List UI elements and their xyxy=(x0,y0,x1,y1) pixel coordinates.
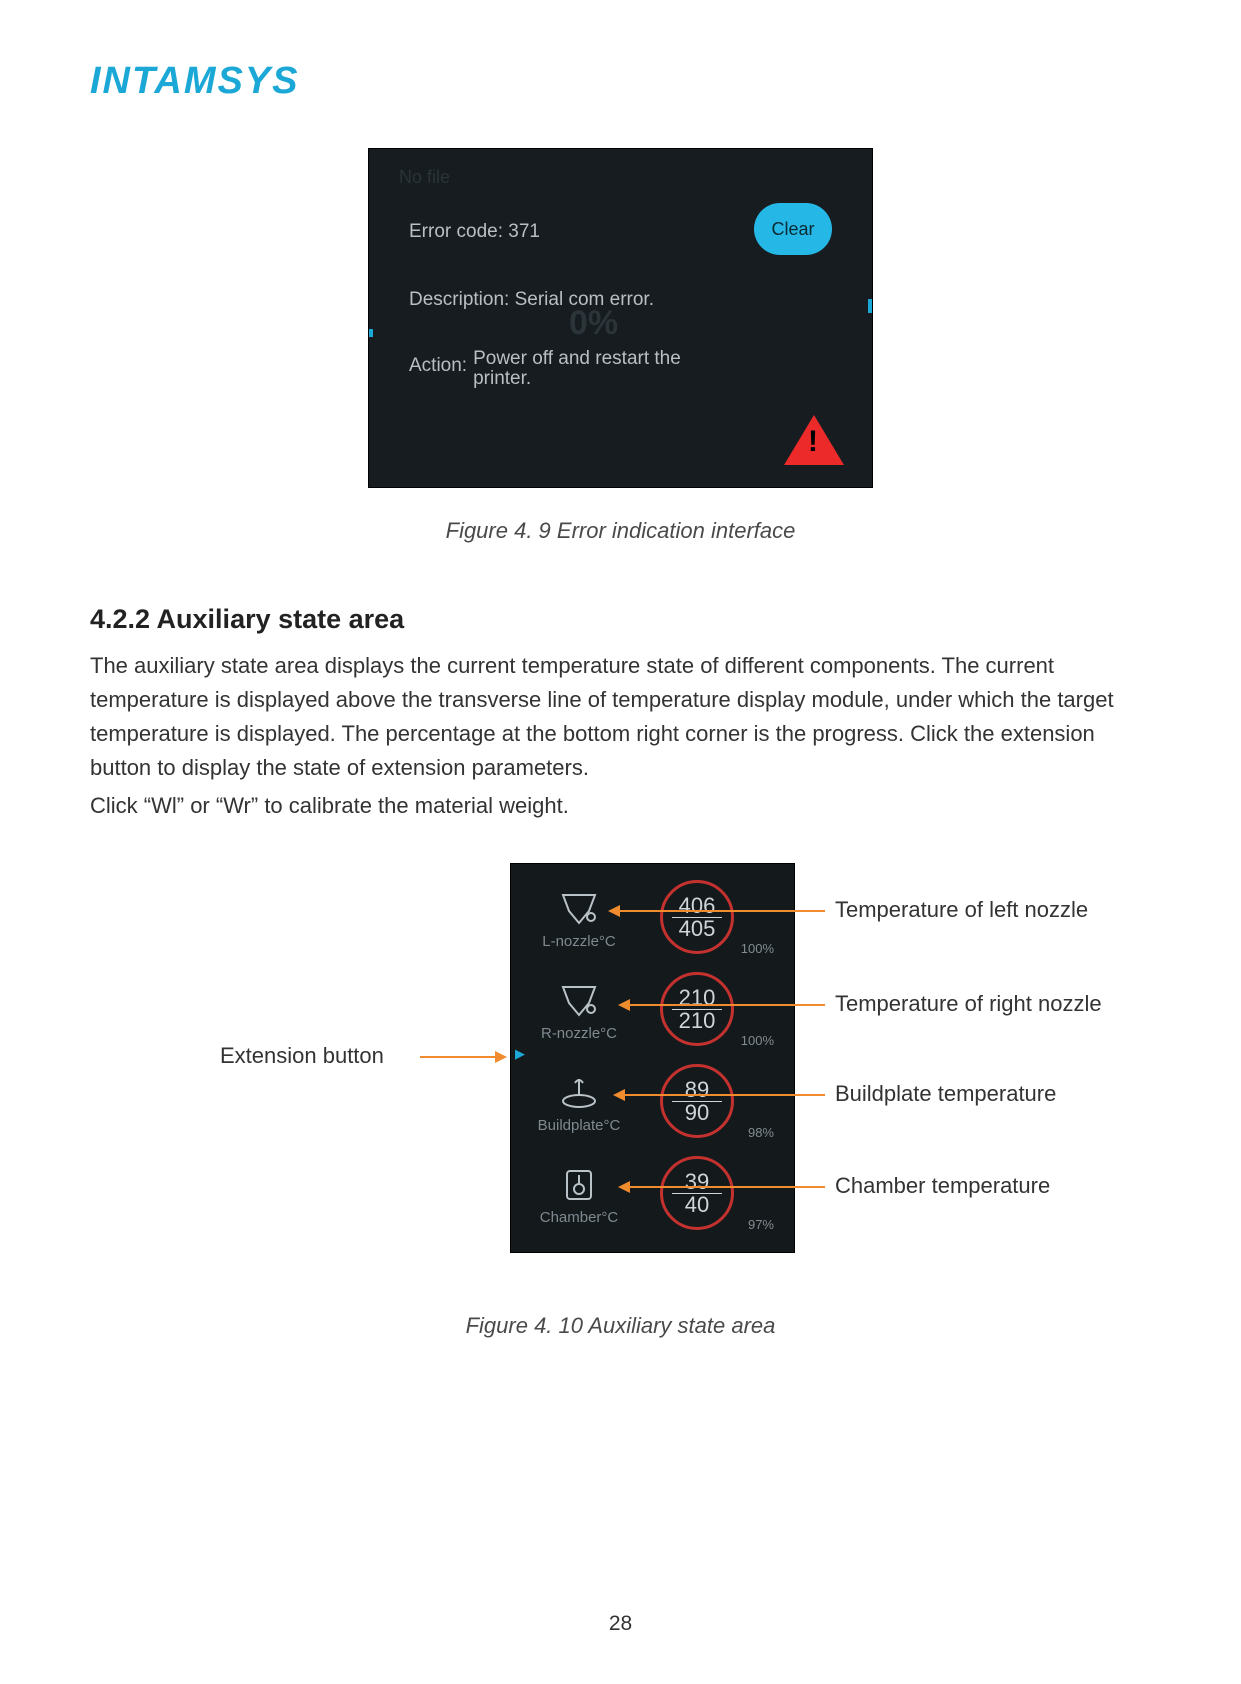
error-code-row: Error code: 371 xyxy=(409,221,540,243)
page-number: 28 xyxy=(0,1612,1241,1636)
callout-extension: Extension button xyxy=(220,1043,384,1069)
section-paragraph-1: The auxiliary state area displays the cu… xyxy=(90,649,1151,785)
error-code-value: 371 xyxy=(508,221,540,242)
l-nozzle-percent: 100% xyxy=(741,941,774,956)
chamber-temp-ring[interactable]: 39 40 xyxy=(660,1156,734,1230)
aux-row-l-nozzle: L-nozzle°C 406 405 100% xyxy=(511,872,794,964)
buildplate-percent: 98% xyxy=(748,1125,774,1140)
callout-chamber: Chamber temperature xyxy=(835,1173,1050,1199)
brand-logo: INTAMSYS xyxy=(90,60,1151,103)
no-file-label: No file xyxy=(399,167,450,188)
warning-exclaim-icon: ! xyxy=(808,425,818,459)
l-nozzle-target: 405 xyxy=(679,919,716,939)
chamber-current: 39 xyxy=(685,1172,709,1192)
aux-row-r-nozzle: R-nozzle°C 210 210 100% xyxy=(511,964,794,1056)
chamber-percent: 97% xyxy=(748,1217,774,1232)
description-label: Description: xyxy=(409,289,509,310)
document-page: INTAMSYS No file Error code: 371 Clear D… xyxy=(0,0,1241,1684)
extension-toggle-icon[interactable]: ▶ xyxy=(515,1046,525,1062)
clear-button[interactable]: Clear xyxy=(754,203,832,255)
aux-row-buildplate: Buildplate°C 89 90 98% xyxy=(511,1056,794,1148)
edge-highlight-right xyxy=(868,299,872,313)
r-nozzle-temp-ring[interactable]: 210 210 xyxy=(660,972,734,1046)
error-action-row: Action: Power off and restart the printe… xyxy=(409,349,681,389)
chamber-label: Chamber°C xyxy=(529,1209,629,1226)
chamber-icon xyxy=(529,1163,629,1207)
action-value: Power off and restart the printer. xyxy=(473,349,681,389)
arrow-chamber xyxy=(620,1186,825,1188)
callout-right-nozzle: Temperature of right nozzle xyxy=(835,991,1102,1017)
l-nozzle-current: 406 xyxy=(679,896,716,916)
ghost-progress: 0% xyxy=(569,304,618,343)
buildplate-label: Buildplate°C xyxy=(529,1117,629,1134)
arrow-right-nozzle xyxy=(620,1004,825,1006)
l-nozzle-label: L-nozzle°C xyxy=(529,933,629,950)
section-heading: 4.2.2 Auxiliary state area xyxy=(90,604,1151,635)
error-code-label: Error code: xyxy=(409,221,503,242)
buildplate-target: 90 xyxy=(685,1103,709,1123)
chamber-target: 40 xyxy=(685,1195,709,1215)
arrow-extension xyxy=(420,1056,505,1058)
aux-state-figure-wrap: ▶ L-nozzle°C 406 405 100% xyxy=(90,863,1151,1283)
arrow-buildplate xyxy=(615,1094,825,1096)
buildplate-temp-ring[interactable]: 89 90 xyxy=(660,1064,734,1138)
r-nozzle-icon xyxy=(529,979,629,1023)
callout-left-nozzle: Temperature of left nozzle xyxy=(835,897,1088,923)
arrow-left-nozzle xyxy=(610,910,825,912)
callout-buildplate: Buildplate temperature xyxy=(835,1081,1056,1107)
r-nozzle-target: 210 xyxy=(679,1011,716,1031)
buildplate-current: 89 xyxy=(685,1080,709,1100)
r-nozzle-percent: 100% xyxy=(741,1033,774,1048)
action-label: Action: xyxy=(409,349,467,377)
figure-caption-4-10: Figure 4. 10 Auxiliary state area xyxy=(90,1313,1151,1339)
section-paragraph-2: Click “Wl” or “Wr” to calibrate the mate… xyxy=(90,789,1151,823)
r-nozzle-label: R-nozzle°C xyxy=(529,1025,629,1042)
error-interface-screenshot: No file Error code: 371 Clear Descriptio… xyxy=(368,148,873,488)
aux-state-screenshot: ▶ L-nozzle°C 406 405 100% xyxy=(510,863,795,1253)
edge-highlight-left xyxy=(369,329,373,337)
aux-row-chamber: Chamber°C 39 40 97% xyxy=(511,1148,794,1240)
l-nozzle-temp-ring[interactable]: 406 405 xyxy=(660,880,734,954)
figure-caption-4-9: Figure 4. 9 Error indication interface xyxy=(90,518,1151,544)
